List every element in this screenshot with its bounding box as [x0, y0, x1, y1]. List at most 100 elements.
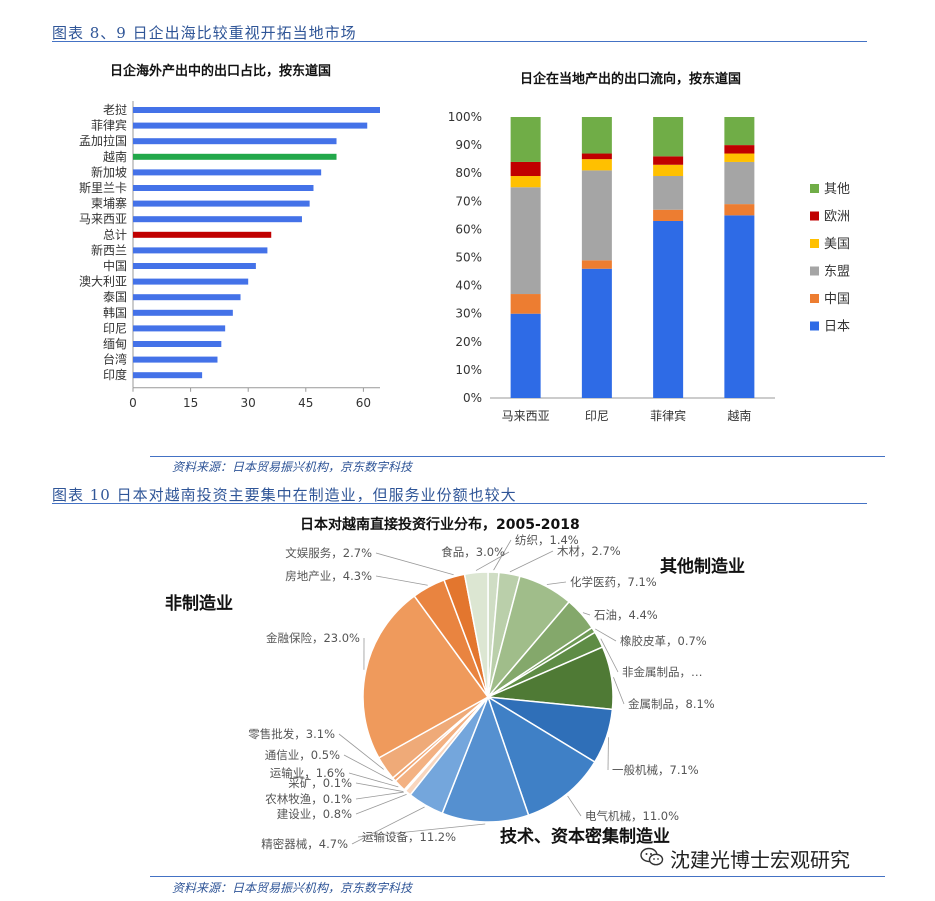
bar-segment-4-6: [724, 117, 755, 146]
pie-label-1: 纺织，1.4%: [515, 533, 579, 547]
bar-15: [133, 325, 226, 332]
x-tick-label: 菲律宾: [650, 408, 686, 423]
y-tick-label: 70%: [455, 194, 482, 208]
y-tick-label: 印度: [103, 367, 127, 382]
bar-4: [133, 153, 337, 160]
pie-label-9: 电气机械，11.0%: [585, 809, 679, 823]
y-tick-label: 泰国: [103, 290, 127, 304]
y-tick-label: 30%: [455, 307, 482, 321]
fdi-industry-pie-chart: 纺织，1.4%木材，2.7% 化学医药，7.1% 石油，4.4% 橡胶皮革，0.7% 非…: [165, 533, 745, 851]
y-tick-label: 50%: [455, 251, 482, 265]
x-tick-label: 45: [298, 396, 313, 410]
bar-segment-3-4: [653, 164, 684, 177]
y-tick-label: 台湾: [103, 352, 127, 367]
leader-line-6: [600, 638, 619, 673]
figure-10-rule: [52, 503, 867, 504]
source-note-1: 资料来源：日本贸易振兴机构，京东数字科技: [172, 460, 413, 474]
bar-13: [133, 294, 241, 301]
y-tick-label: 新加坡: [91, 164, 127, 179]
pie-label-15: 运输业，1.6%: [270, 766, 345, 780]
bar-segment-2-2: [581, 260, 612, 269]
y-tick-label: 60%: [455, 222, 482, 236]
legend-label: 其他: [824, 182, 850, 197]
x-tick-label: 越南: [727, 408, 751, 423]
pie-label-7: 金属制品，8.1%: [628, 697, 715, 711]
bar-segment-3-3: [653, 176, 684, 210]
y-tick-label: 马来西亚: [79, 212, 127, 226]
bar-segment-3-2: [653, 209, 684, 221]
bar-12: [133, 278, 249, 285]
y-tick-label: 韩国: [103, 305, 127, 320]
export-destination-chart-title: 日企在当地产出的出口流向，按东道国: [520, 72, 742, 87]
bar-6: [133, 185, 314, 191]
bar-segment-4-2: [724, 204, 755, 216]
pie-label-13: 农林牧渔，0.1%: [265, 792, 352, 806]
pie-label-19: 房地产业，4.3%: [285, 569, 372, 583]
pie-label-16: 通信业，0.5%: [265, 748, 340, 762]
legend-swatch-6: [810, 321, 819, 331]
bar-7: [133, 200, 310, 207]
leader-line-5: [595, 628, 617, 642]
legend-swatch-5: [810, 294, 819, 303]
x-tick-label: 30: [241, 396, 256, 410]
watermark: 沈建光博士宏观研究: [670, 848, 850, 872]
pie-label-18: 金融保险，23.0%: [266, 631, 360, 645]
pie-label-14: 采矿，0.1%: [288, 776, 352, 790]
pie-label-4: 石油，4.4%: [594, 608, 658, 622]
y-tick-label: 印尼: [103, 321, 127, 335]
bar-segment-1-6: [510, 117, 541, 162]
leader-line-21: [475, 551, 510, 571]
pie-label-21: 食品，3.0%: [441, 545, 505, 559]
bar-segment-2-5: [581, 153, 612, 160]
source-rule-1: [150, 456, 885, 457]
bar-14: [133, 309, 233, 316]
leader-line-15: [348, 772, 399, 788]
figure-8-9-rule: [52, 41, 867, 42]
bar-3: [133, 138, 337, 145]
bar-1: [133, 107, 380, 113]
pie-label-17: 零售批发，3.1%: [248, 727, 335, 741]
source-note-2: 资料来源：日本贸易振兴机构，京东数字科技: [172, 881, 413, 895]
y-tick-label: 柬埔寨: [91, 196, 127, 211]
y-tick-label: 斯里兰卡: [79, 181, 127, 195]
bar-segment-4-5: [724, 145, 755, 154]
leader-line-7: [613, 677, 625, 705]
leader-line-2: [509, 550, 554, 573]
bar-segment-1-1: [510, 313, 541, 398]
bar-segment-1-2: [510, 294, 541, 314]
pie-label-10: 运输设备，11.2%: [362, 830, 456, 844]
legend-swatch-1: [810, 184, 819, 193]
y-tick-label: 中国: [103, 258, 127, 273]
export-share-chart-title: 日企海外产出中的出口占比，按东道国: [110, 64, 332, 79]
pie-label-8: 一般机械，7.1%: [612, 763, 699, 777]
leader-line-10: [357, 823, 486, 838]
export-destination-stacked-chart: 0% 10% 20% 30% 40% 50% 60% 70% 80% 90% 100% 马来西亚 印尼 菲…: [448, 110, 850, 423]
y-tick-label: 缅甸: [103, 337, 127, 351]
group-label-other-manufacturing: 其他制造业: [660, 556, 745, 577]
bar-segment-2-1: [581, 268, 612, 398]
leader-line-1: [493, 539, 512, 571]
leader-line-4: [582, 612, 591, 616]
y-tick-label: 澳大利亚: [79, 275, 127, 289]
y-tick-label: 总计: [103, 228, 127, 242]
group-label-capital-intensive: 技术、资本密集制造业: [500, 826, 670, 847]
legend-label: 美国: [824, 237, 850, 252]
leader-line-16: [343, 754, 393, 782]
bar-segment-3-5: [653, 156, 684, 165]
bar-segment-3-6: [653, 117, 684, 157]
bar-segment-1-5: [510, 161, 541, 177]
pie-label-12: 建设业，0.8%: [277, 807, 352, 821]
bar-10: [133, 247, 268, 254]
leader-line-12: [355, 794, 407, 815]
bar-segment-3-1: [653, 220, 684, 398]
legend-swatch-3: [810, 239, 819, 248]
y-tick-label: 孟加拉国: [79, 133, 127, 148]
bar-2: [133, 122, 368, 129]
y-tick-label: 20%: [455, 335, 482, 349]
pie-slice-10: [441, 694, 530, 823]
leader-line-3: [546, 581, 567, 585]
leader-line-11: [351, 806, 425, 845]
x-tick-label: 60: [356, 396, 371, 410]
y-tick-label: 新西兰: [91, 242, 127, 257]
source-rule-2: [150, 876, 885, 877]
